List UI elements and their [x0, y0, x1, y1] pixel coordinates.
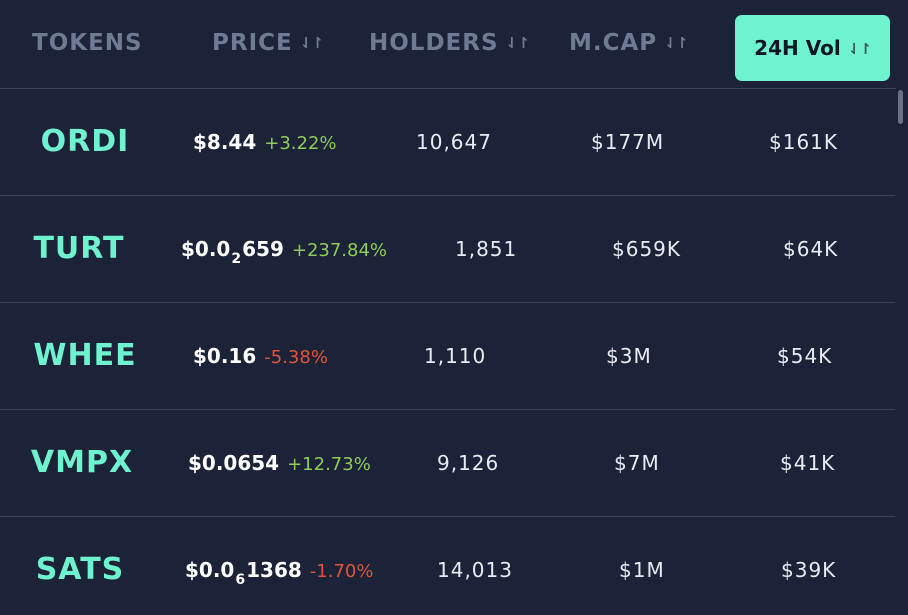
price-change: +3.22%	[264, 133, 337, 154]
mcap-value: $659K	[612, 237, 682, 261]
mcap-value: $7M	[614, 451, 660, 475]
price-digits: 1368	[246, 558, 302, 582]
sort-icon: ⇃↾	[299, 34, 324, 52]
price-cell: $0.061368 -1.70%	[185, 517, 373, 615]
column-header-mcap[interactable]: M.CAP ⇃↾	[569, 30, 688, 56]
vol-value: $39K	[781, 558, 837, 582]
vol-header-label: 24H Vol	[754, 36, 841, 60]
tokens-header-label: TOKENS	[32, 30, 143, 56]
table-row[interactable]: SATS $0.061368 -1.70% 14,013 $1M $39K	[0, 517, 895, 615]
sort-icon: ⇃↾	[847, 40, 872, 58]
holders-value: 9,126	[437, 451, 500, 475]
mcap-value: $1M	[619, 558, 665, 582]
token-name[interactable]: TURT	[33, 231, 125, 266]
scrollbar-thumb[interactable]	[898, 90, 903, 124]
scrollbar[interactable]	[896, 88, 908, 615]
mcap-header-label: M.CAP	[569, 30, 658, 56]
table-header: TOKENS PRICE ⇃↾ HOLDERS ⇃↾ M.CAP ⇃↾ 24H Vol…	[0, 0, 908, 89]
price-cell: $0.16 -5.38%	[193, 303, 328, 409]
column-header-tokens[interactable]: TOKENS	[32, 30, 143, 56]
price-value: $0.0	[181, 237, 231, 261]
vol-value: $41K	[780, 451, 836, 475]
column-header-price[interactable]: PRICE ⇃↾	[212, 30, 324, 56]
token-name[interactable]: WHEE	[33, 338, 137, 373]
holders-value: 1,851	[455, 237, 518, 261]
holders-value: 1,110	[424, 344, 487, 368]
price-value: $0.16	[193, 344, 257, 368]
price-change: -1.70%	[309, 561, 374, 582]
price-change: -5.38%	[264, 347, 328, 368]
price-cell: $8.44 +3.22%	[193, 89, 337, 195]
mcap-value: $177M	[591, 130, 665, 154]
table-row[interactable]: TURT $0.02659 +237.84% 1,851 $659K $64K	[0, 196, 895, 303]
price-change: +12.73%	[287, 454, 371, 475]
mcap-value: $3M	[606, 344, 652, 368]
token-name[interactable]: SATS	[35, 552, 125, 587]
price-cell: $0.02659 +237.84%	[181, 196, 387, 302]
price-digits: 659	[242, 237, 284, 261]
sort-icon: ⇃↾	[505, 34, 530, 52]
token-name[interactable]: ORDI	[40, 124, 130, 159]
table-row[interactable]: VMPX $0.0654 +12.73% 9,126 $7M $41K	[0, 410, 895, 517]
token-name[interactable]: VMPX	[30, 445, 134, 480]
holders-value: 14,013	[437, 558, 513, 582]
price-cell: $0.0654 +12.73%	[188, 410, 371, 516]
price-value: $8.44	[193, 130, 257, 154]
price-value: $0.0	[185, 558, 235, 582]
table-row[interactable]: WHEE $0.16 -5.38% 1,110 $3M $54K	[0, 303, 895, 410]
price-zero-count: 2	[231, 251, 242, 267]
vol-value: $54K	[777, 344, 833, 368]
column-header-holders[interactable]: HOLDERS ⇃↾	[369, 30, 530, 56]
price-value: $0.0654	[188, 451, 280, 475]
column-header-24h-vol[interactable]: 24H Vol ⇃↾	[735, 15, 890, 81]
table-row[interactable]: ORDI $8.44 +3.22% 10,647 $177M $161K	[0, 89, 895, 196]
price-zero-count: 6	[235, 572, 246, 588]
price-change: +237.84%	[291, 240, 388, 261]
holders-value: 10,647	[416, 130, 492, 154]
sort-icon: ⇃↾	[664, 34, 688, 52]
vol-value: $161K	[769, 130, 839, 154]
price-header-label: PRICE	[212, 30, 293, 56]
vol-value: $64K	[783, 237, 839, 261]
holders-header-label: HOLDERS	[369, 30, 499, 56]
